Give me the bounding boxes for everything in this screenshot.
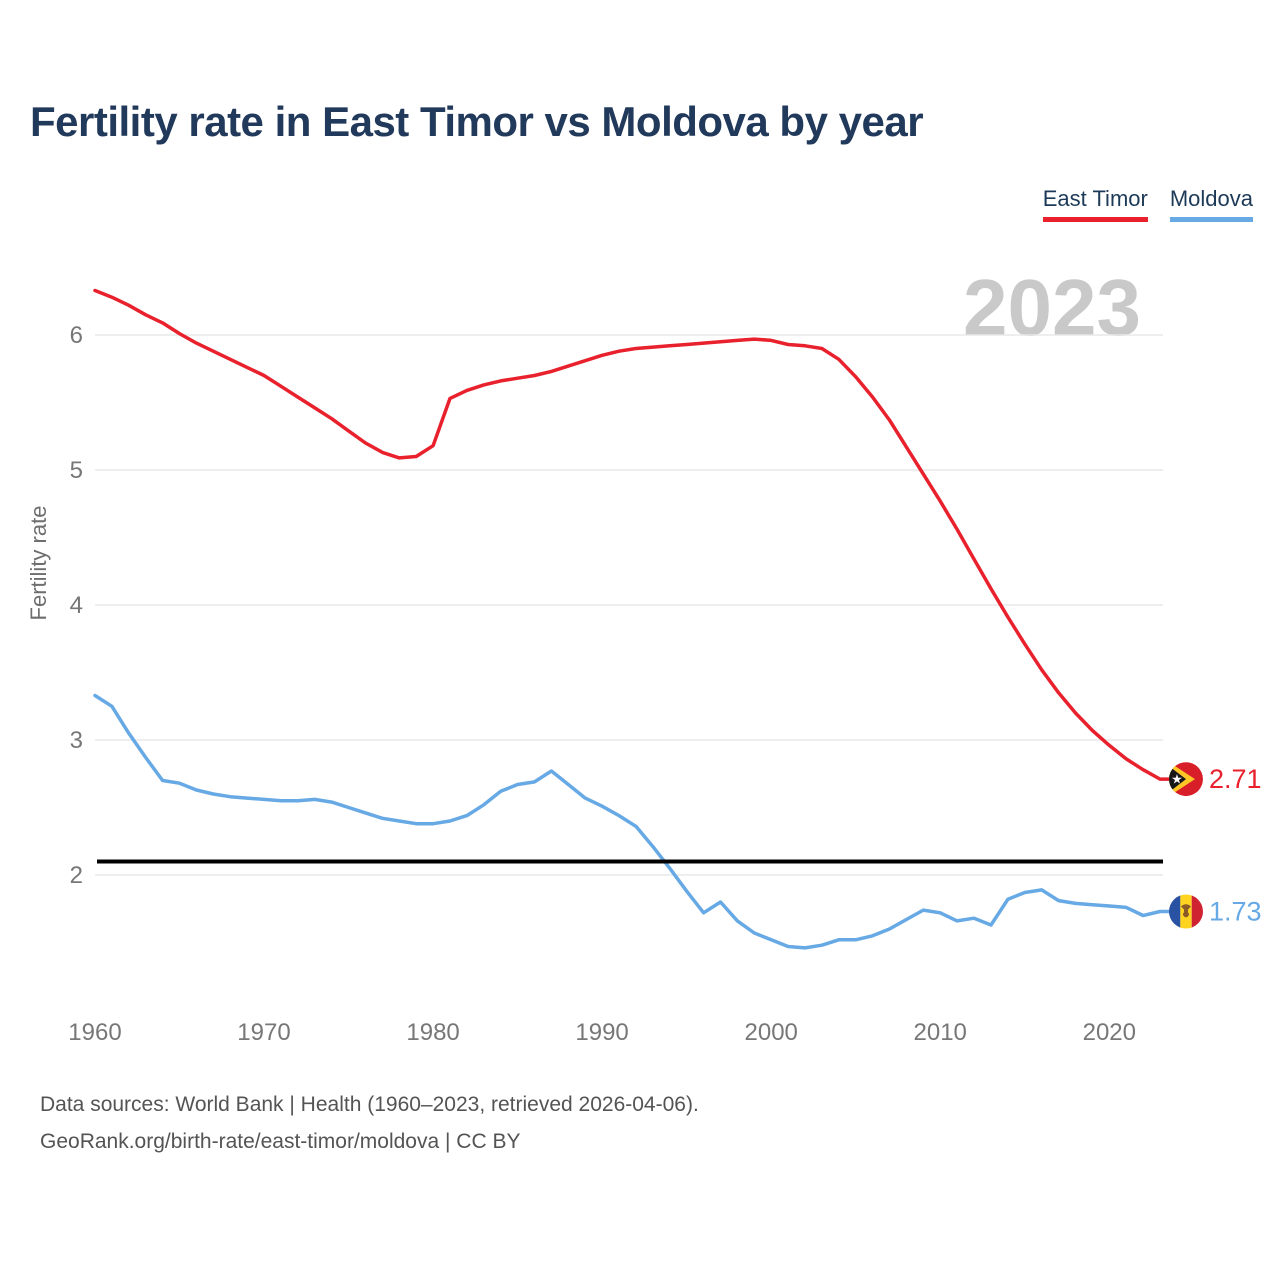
x-tick-label: 1980 bbox=[406, 1019, 459, 1046]
footer-attribution: GeoRank.org/birth-rate/east-timor/moldov… bbox=[40, 1130, 521, 1153]
x-tick-label: 2010 bbox=[914, 1019, 967, 1046]
y-axis-title: Fertility rate bbox=[26, 506, 51, 621]
y-tick-label: 2 bbox=[70, 862, 83, 889]
east-timor-flag-black-triangle bbox=[1169, 766, 1186, 793]
x-tick-label: 2020 bbox=[1083, 1019, 1136, 1046]
x-tick-label: 1990 bbox=[575, 1019, 628, 1046]
y-tick-label: 3 bbox=[70, 727, 83, 754]
legend-item-moldova[interactable]: Moldova bbox=[1169, 186, 1253, 222]
east-timor-flag-icon: ★ bbox=[1169, 762, 1203, 797]
moldova-flag-emblem bbox=[1181, 904, 1191, 918]
legend-item-east-timor[interactable]: East Timor bbox=[1042, 186, 1148, 222]
page-title: Fertility rate in East Timor vs Moldova … bbox=[30, 98, 924, 145]
gridlines: 2 3 4 5 6 bbox=[70, 322, 1163, 889]
legend: East Timor Moldova bbox=[1042, 186, 1253, 222]
x-tick-label: 2000 bbox=[745, 1019, 798, 1046]
x-axis-ticks: 1960 1970 1980 1990 2000 2010 2020 bbox=[68, 1019, 1136, 1046]
east-timor-line[interactable] bbox=[93, 288, 1174, 781]
east-timor-value-label: 2.71 bbox=[1209, 764, 1262, 794]
x-tick-label: 1960 bbox=[68, 1019, 121, 1046]
footer: Data sources: World Bank | Health (1960–… bbox=[40, 1086, 699, 1160]
moldova-line[interactable] bbox=[93, 693, 1174, 950]
east-timor-flag-star: ★ bbox=[1171, 773, 1183, 788]
footer-sources: Data sources: World Bank | Health (1960–… bbox=[40, 1093, 699, 1116]
moldova-flag-red-stripe bbox=[1191, 894, 1203, 929]
x-tick-label: 1970 bbox=[237, 1019, 290, 1046]
y-tick-label: 6 bbox=[70, 322, 83, 349]
y-tick-label: 4 bbox=[70, 592, 83, 619]
y-tick-label: 5 bbox=[70, 457, 83, 484]
moldova-flag-blue-stripe bbox=[1169, 894, 1181, 929]
moldova-flag-icon bbox=[1169, 894, 1203, 929]
year-watermark: 2023 bbox=[963, 263, 1141, 352]
moldova-value-label: 1.73 bbox=[1209, 897, 1262, 927]
